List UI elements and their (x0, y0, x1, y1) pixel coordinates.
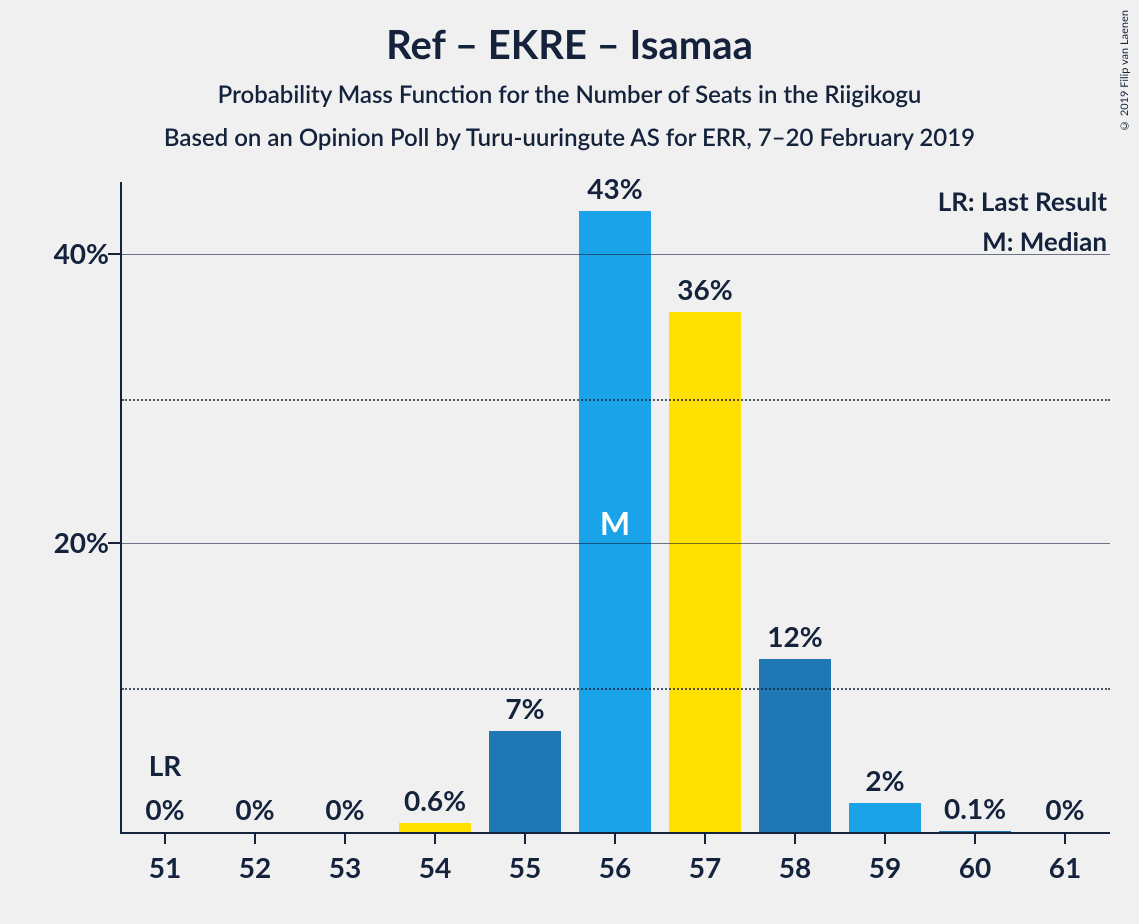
y-tick-label: 20% (19, 525, 109, 559)
bar-value-label: 0% (120, 792, 210, 826)
bar-value-label: 2% (840, 763, 930, 797)
x-tick-label: 58 (750, 850, 840, 884)
x-tick (704, 832, 706, 844)
bar (849, 803, 921, 832)
gridline-minor (122, 688, 1110, 690)
bar-value-label: 0.6% (390, 783, 480, 817)
x-tick-label: 59 (840, 850, 930, 884)
x-tick (344, 832, 346, 844)
x-tick (524, 832, 526, 844)
x-tick-label: 61 (1020, 850, 1110, 884)
x-tick-label: 57 (660, 850, 750, 884)
x-tick (794, 832, 796, 844)
chart-container: Ref – EKRE – Isamaa Probability Mass Fun… (0, 0, 1139, 924)
bar-value-label: 36% (660, 272, 750, 306)
median-marker: M (570, 503, 660, 542)
bar (759, 659, 831, 832)
bar-value-label: 7% (480, 691, 570, 725)
copyright-text: © 2019 Filip van Laenen (1118, 10, 1131, 132)
y-tick-label: 40% (19, 236, 109, 270)
x-tick-label: 53 (300, 850, 390, 884)
x-tick (434, 832, 436, 844)
y-tick (108, 542, 120, 544)
chart-title: Ref – EKRE – Isamaa (0, 0, 1139, 68)
x-tick (254, 832, 256, 844)
x-tick-label: 51 (120, 850, 210, 884)
x-tick (1064, 832, 1066, 844)
chart-subtitle-1: Probability Mass Function for the Number… (0, 80, 1139, 109)
bar-value-label: 0.1% (930, 791, 1020, 825)
gridline (122, 543, 1110, 544)
bar-value-label: 0% (1020, 792, 1110, 826)
x-tick-label: 55 (480, 850, 570, 884)
bar (399, 823, 471, 832)
x-tick-label: 52 (210, 850, 300, 884)
gridline (122, 254, 1110, 255)
lr-marker: LR (120, 748, 210, 782)
bar-value-label: 0% (300, 792, 390, 826)
x-tick (164, 832, 166, 844)
bar-value-label: 0% (210, 792, 300, 826)
x-tick-label: 56 (570, 850, 660, 884)
y-tick (108, 253, 120, 255)
bar (489, 731, 561, 832)
x-tick-label: 54 (390, 850, 480, 884)
gridline-minor (122, 399, 1110, 401)
bar-value-label: 12% (750, 619, 840, 653)
x-tick (884, 832, 886, 844)
bar-value-label: 43% (570, 171, 660, 205)
x-tick-label: 60 (930, 850, 1020, 884)
x-tick (974, 832, 976, 844)
chart-subtitle-2: Based on an Opinion Poll by Turu-uuringu… (0, 123, 1139, 152)
bar (669, 312, 741, 832)
x-tick (614, 832, 616, 844)
